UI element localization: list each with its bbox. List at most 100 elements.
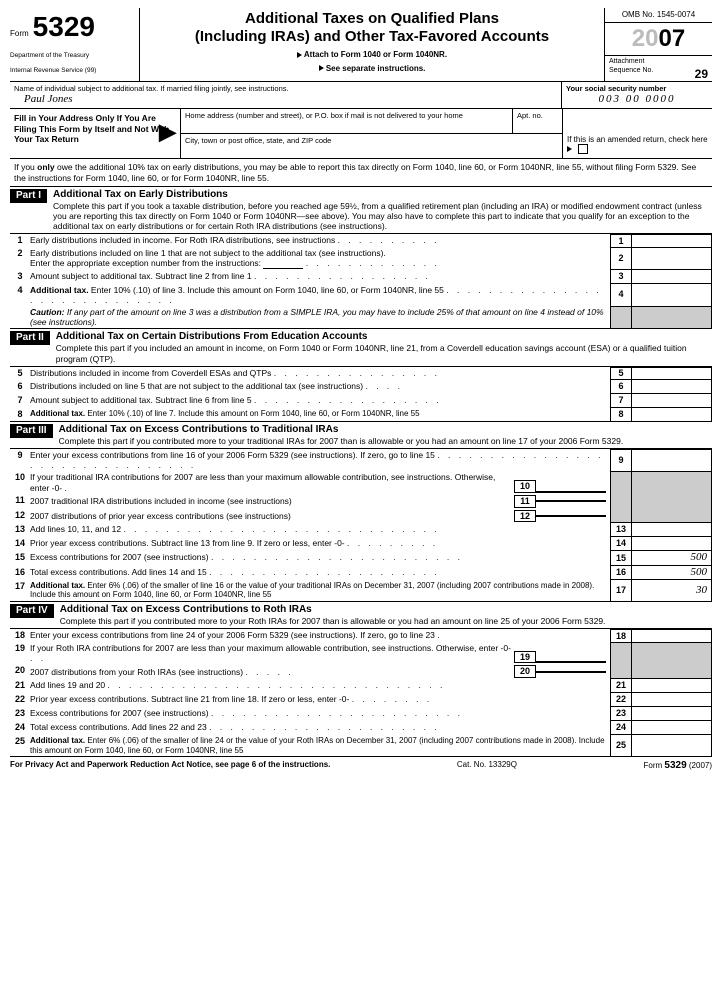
line-12-amt[interactable] [536,515,606,517]
line-25: 25Additional tax. Enter 6% (.06) of the … [10,735,712,757]
line-24-amt[interactable] [632,721,712,735]
header-left: Form 5329 Department of the Treasury Int… [10,8,140,81]
year-suffix: 07 [659,25,686,52]
line-23: 23Excess contributions for 2007 (see ins… [10,707,712,721]
part4-header: Part IV Additional Tax on Excess Contrib… [10,602,712,628]
part2-tag: Part II [10,331,50,345]
attachment-label: Attachment [609,58,644,65]
ssn-cell: Your social security number 003 00 0000 [562,82,712,108]
line-17-amt[interactable]: 30 [632,580,712,601]
cat-number: Cat. No. 13329Q [457,760,517,772]
line-4-caution: Caution: If any part of the amount on li… [10,306,712,328]
line-4-amt[interactable] [632,284,712,306]
line-5: 5Distributions included in income from C… [10,366,712,380]
line-6-amt[interactable] [632,380,712,394]
line-24: 24Total excess contributions. Add lines … [10,721,712,735]
line-10-amt[interactable] [536,491,606,493]
form-label: Form [10,29,29,39]
ssn-value[interactable]: 003 00 0000 [566,93,708,106]
line-22: 22Prior year excess contributions. Subtr… [10,693,712,707]
line-19-amt[interactable] [536,661,606,663]
line-18: 18Enter your excess contributions from l… [10,628,712,642]
line-18-amt[interactable] [632,629,712,642]
exception-input[interactable] [263,260,303,269]
line-19: 19 If your Roth IRA contributions for 20… [10,642,712,664]
title-line1: Additional Taxes on Qualified Plans [146,10,598,28]
part2-title: Additional Tax on Certain Distributions … [56,331,368,342]
part1-title: Additional Tax on Early Distributions [53,189,228,200]
line-16-amt[interactable]: 500 [632,566,712,580]
caution-box-shade [610,306,632,328]
line-2-amt[interactable] [632,247,712,269]
address-fields: Home address (number and street), or P.O… [180,109,562,158]
line-1-text: Early distributions included in income. … [30,234,610,247]
amended-check: If this is an amended return, check here [562,109,712,158]
line-1-no: 1 [10,234,30,247]
amended-checkbox[interactable] [578,144,588,154]
line-13-amt[interactable] [632,523,712,537]
line-12: 12 2007 distributions of prior year exce… [10,509,712,524]
line-4: 4 Additional tax. Enter 10% (.10) of lin… [10,284,712,306]
line-8-amt[interactable] [632,408,712,421]
part3-header: Part III Additional Tax on Excess Contri… [10,422,712,448]
line-1-box: 1 [610,234,632,247]
line-21: 21Add lines 19 and 20 . . . . . . . . . … [10,679,712,693]
title-line2: (Including IRAs) and Other Tax-Favored A… [146,28,598,46]
line-4-box: 4 [610,284,632,306]
line-4-text: Additional tax. Enter 10% (.10) of line … [30,284,610,306]
line-1: 1 Early distributions included in income… [10,233,712,247]
line-20-amt[interactable] [536,671,606,673]
form-number: 5329 [33,10,95,44]
form-ref: Form 5329 (2007) [643,760,712,772]
line-15: 15Excess contributions for 2007 (see ins… [10,551,712,565]
only-owe-note: If you only owe the additional 10% tax o… [10,159,712,186]
attach-note: Attach to Form 1040 or Form 1040NR. [146,50,598,60]
dept-treasury: Department of the Treasury [10,52,135,59]
dept-irs: Internal Revenue Service (99) [10,67,135,74]
line-7-amt[interactable] [632,394,712,408]
line-3-amt[interactable] [632,270,712,284]
line-21-amt[interactable] [632,679,712,693]
page-footer: For Privacy Act and Paperwork Reduction … [10,757,712,772]
address-block: Fill in Your Address Only If You Are Fil… [10,109,712,159]
line-1-amt[interactable] [632,234,712,247]
line-4-no: 4 [10,284,30,306]
line-9: 9Enter your excess contributions from li… [10,448,712,471]
line-17: 17Additional tax. Enter 6% (.06) of the … [10,580,712,602]
part4-desc: Complete this part if you contributed mo… [60,616,606,626]
line-25-amt[interactable] [632,735,712,756]
line-11-amt[interactable] [536,500,606,502]
home-address-field[interactable]: Home address (number and street), or P.O… [181,109,512,133]
line-2-box: 2 [610,247,632,269]
line-16: 16Total excess contributions. Add lines … [10,566,712,580]
see-note: See separate instructions. [146,64,598,74]
caution-amt-shade [632,306,712,328]
apt-field[interactable]: Apt. no. [512,109,562,133]
line-2-no: 2 [10,247,30,269]
header-center: Additional Taxes on Qualified Plans (Inc… [140,8,604,81]
name-value[interactable]: Paul Jones [14,93,557,106]
part3-desc: Complete this part if you contributed mo… [59,436,624,446]
line-9-amt[interactable] [632,449,712,471]
part3-tag: Part III [10,424,53,438]
sequence-number: 29 [695,67,708,81]
line-2: 2 Early distributions included on line 1… [10,247,712,269]
omb-number: OMB No. 1545-0074 [605,8,712,23]
line-15-amt[interactable]: 500 [632,551,712,565]
city-field[interactable]: City, town or post office, state, and ZI… [181,134,562,158]
name-cell: Name of individual subject to additional… [10,82,562,108]
year-prefix: 20 [632,25,659,52]
name-label: Name of individual subject to additional… [14,84,557,93]
line-2-text: Early distributions included on line 1 t… [30,247,610,269]
line-5-amt[interactable] [632,367,712,380]
line-22-amt[interactable] [632,693,712,707]
line-23-amt[interactable] [632,707,712,721]
line-3-text: Amount subject to additional tax. Subtra… [30,270,610,284]
name-row: Name of individual subject to additional… [10,82,712,109]
line-8: 8Additional tax. Enter 10% (.10) of line… [10,408,712,422]
line-3-no: 3 [10,270,30,284]
line-14-amt[interactable] [632,537,712,551]
sequence-label: Sequence No. [609,67,653,74]
part4-tag: Part IV [10,604,54,618]
header-right: OMB No. 1545-0074 2007 Attachment Sequen… [604,8,712,81]
